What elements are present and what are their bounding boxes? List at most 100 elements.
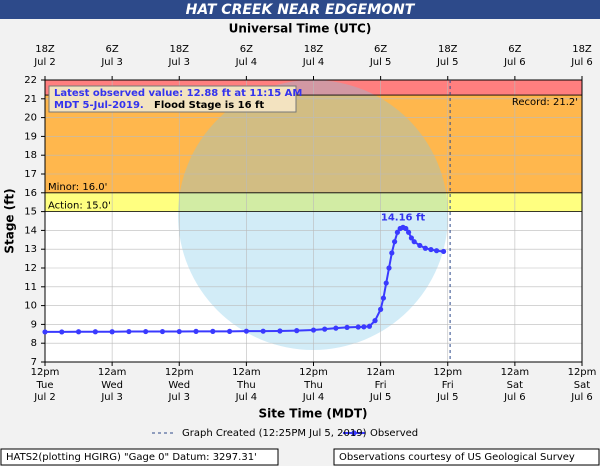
x-tick-day: Sat: [507, 380, 523, 391]
x-tick-date: Jul 6: [503, 392, 526, 403]
chart-title: HAT CREEK NEAR EDGEMONT: [186, 2, 416, 18]
x2-tick-date: Jul 6: [570, 57, 593, 68]
data-point: [389, 250, 395, 256]
data-point: [428, 246, 434, 253]
data-point: [277, 328, 283, 334]
data-point: [411, 239, 417, 245]
data-point: [176, 328, 182, 335]
data-point: [417, 242, 423, 249]
x-tick-date: Jul 6: [570, 392, 593, 403]
y-tick-label: 20: [24, 113, 37, 124]
data-point: [378, 306, 384, 312]
x2-tick-date: Jul 4: [235, 57, 258, 68]
footer-left: HATS2(plotting HGIRG) "Gage 0" Datum: 32…: [6, 452, 257, 463]
x2-tick-date: Jul 2: [33, 57, 56, 68]
data-point: [392, 239, 398, 245]
data-point: [294, 328, 300, 334]
y-tick-label: 16: [24, 188, 37, 199]
x-tick-day: Sat: [574, 380, 590, 391]
x2-tick-date: Jul 5: [369, 57, 392, 68]
latest-observed: MDT 5-Jul-2019.: [54, 100, 144, 111]
x2-tick-label: 18Z: [169, 44, 189, 55]
latest-observed: Latest observed value: 12.88 ft at 11:15…: [54, 88, 302, 99]
data-point: [92, 329, 98, 335]
data-point: [159, 328, 166, 335]
y-tick-label: 8: [31, 338, 37, 349]
top-axis-label: Universal Time (UTC): [229, 22, 372, 36]
data-point: [210, 328, 216, 334]
data-point: [109, 329, 115, 335]
x-tick-date: Jul 3: [100, 392, 123, 403]
y-tick-label: 15: [24, 207, 37, 218]
legend-marker: [351, 430, 357, 436]
peak-label: 14.16 ft: [381, 212, 425, 223]
x-tick-date: Jul 5: [369, 392, 392, 403]
data-point: [260, 328, 266, 334]
data-point: [333, 325, 339, 331]
data-point: [310, 327, 317, 333]
data-point: [383, 280, 389, 286]
x2-tick-label: 18Z: [304, 44, 324, 55]
y-tick-label: 22: [24, 75, 37, 86]
data-point: [344, 324, 350, 331]
x-axis-label: Site Time (MDT): [259, 407, 368, 421]
data-point: [42, 329, 48, 335]
data-point: [126, 328, 132, 335]
y-tick-label: 10: [24, 301, 37, 312]
x-tick-date: Jul 3: [167, 392, 190, 403]
x-tick-date: Jul 5: [436, 392, 459, 403]
x-tick-day: Thu: [303, 380, 323, 391]
y-axis-label: Stage (ft): [3, 188, 17, 253]
y-tick-label: 18: [24, 150, 37, 161]
data-point: [226, 328, 233, 334]
x-tick-day: Wed: [168, 380, 190, 391]
y-tick-label: 21: [24, 94, 37, 105]
x-tick-label: 12pm: [568, 367, 597, 378]
legend-created-label: Graph Created (12:25PM Jul 5, 2019): [182, 428, 367, 439]
x2-tick-label: 6Z: [106, 44, 119, 55]
x-tick-day: Tue: [35, 380, 53, 391]
data-point: [422, 245, 428, 251]
data-point: [394, 229, 401, 235]
x-tick-day: Wed: [101, 380, 123, 391]
x-tick-day: Fri: [375, 380, 387, 391]
x2-tick-label: 6Z: [374, 44, 387, 55]
threshold-label: Minor: 16.0': [48, 182, 107, 193]
x2-tick-label: 6Z: [240, 44, 253, 55]
data-point: [405, 229, 412, 235]
x2-tick-date: Jul 5: [436, 57, 459, 68]
y-tick-label: 12: [24, 263, 37, 274]
y-tick-label: 9: [31, 319, 37, 330]
threshold-label: Record: 21.2': [512, 97, 578, 108]
x2-tick-label: 6Z: [508, 44, 521, 55]
x-tick-label: 12am: [366, 367, 395, 378]
y-tick-label: 17: [24, 169, 37, 180]
x2-tick-date: Jul 6: [503, 57, 526, 68]
x-tick-label: 12pm: [31, 367, 60, 378]
x-tick-date: Jul 2: [33, 392, 56, 403]
x2-tick-date: Jul 3: [167, 57, 190, 68]
x-tick-label: 12am: [98, 367, 127, 378]
x-tick-label: 12pm: [433, 367, 462, 378]
data-point: [193, 328, 199, 334]
data-point: [143, 328, 149, 335]
threshold-label: Action: 15.0': [48, 201, 111, 212]
x-tick-date: Jul 4: [235, 392, 258, 403]
y-tick-label: 14: [24, 225, 37, 236]
data-point: [386, 265, 392, 271]
data-point: [403, 225, 409, 232]
footer-box: [0, 448, 279, 466]
data-point: [440, 248, 447, 255]
x2-tick-label: 18Z: [438, 44, 458, 55]
footer-box: [333, 448, 600, 466]
data-point: [372, 318, 378, 324]
x-tick-label: 12pm: [299, 367, 328, 378]
y-tick-label: 11: [24, 282, 37, 293]
y-tick-label: 19: [24, 131, 37, 142]
flood-stage-note: Flood Stage is 16 ft: [154, 100, 264, 111]
x2-tick-date: Jul 3: [100, 57, 123, 68]
legend-label: Observed: [370, 428, 418, 439]
data-point: [366, 323, 373, 329]
